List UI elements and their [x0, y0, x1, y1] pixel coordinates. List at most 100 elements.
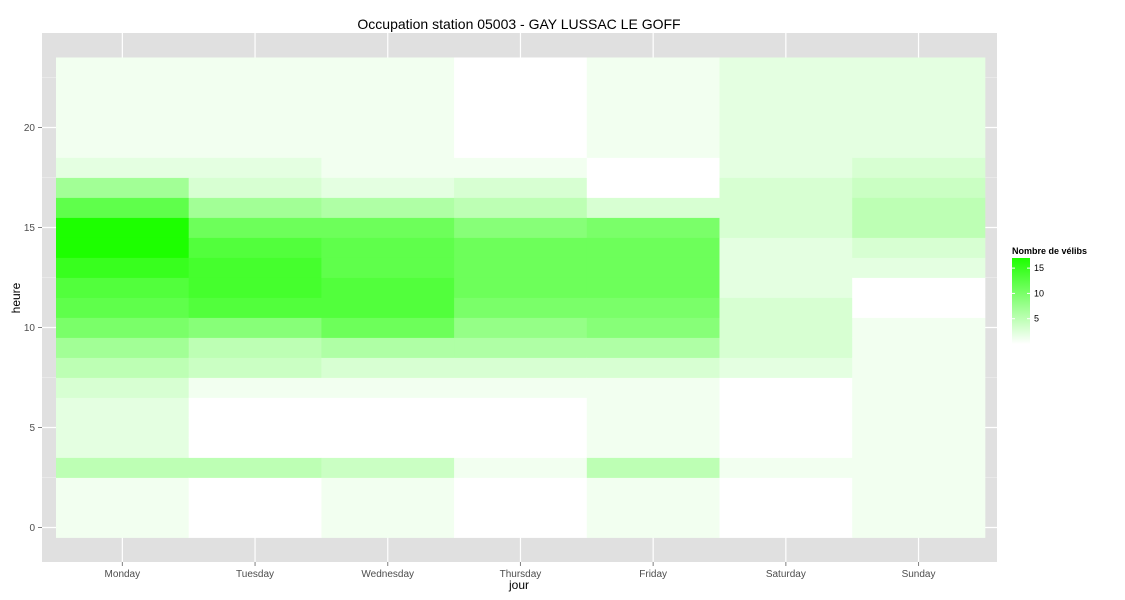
- heatmap-tile: [586, 237, 720, 258]
- heatmap-tile: [321, 137, 455, 158]
- heatmap-tile: [321, 337, 455, 358]
- heatmap-tile: [321, 217, 455, 238]
- heatmap-tile: [852, 157, 986, 178]
- heatmap-tile: [852, 417, 986, 438]
- heatmap-tile: [188, 257, 322, 278]
- heatmap-tile: [454, 137, 588, 158]
- heatmap-tile: [852, 137, 986, 158]
- heatmap-tile: [321, 437, 455, 458]
- heatmap-tile: [586, 357, 720, 378]
- heatmap-tile: [188, 297, 322, 318]
- heatmap-tile: [719, 397, 853, 418]
- heatmap-tile: [56, 237, 190, 258]
- heatmap-tile: [719, 337, 853, 358]
- heatmap-tile: [56, 137, 190, 158]
- heatmap-tile: [719, 97, 853, 118]
- heatmap-tile: [454, 157, 588, 178]
- y-tick-label: 20: [24, 123, 36, 134]
- heatmap-tile: [188, 457, 322, 478]
- heatmap-tile: [454, 277, 588, 298]
- heatmap-tile: [56, 117, 190, 138]
- legend: Nombre de vélibs 5 10 15: [1012, 246, 1087, 344]
- heatmap-tile: [586, 197, 720, 218]
- heatmap-tile: [56, 77, 190, 98]
- heatmap-tile: [56, 397, 190, 418]
- heatmap-tile: [188, 117, 322, 138]
- heatmap-tile: [852, 317, 986, 338]
- heatmap-tile: [454, 357, 588, 378]
- heatmap-tile: [719, 237, 853, 258]
- heatmap-tile: [719, 477, 853, 498]
- heatmap-tile: [56, 257, 190, 278]
- heatmap-tile: [56, 197, 190, 218]
- heatmap-tile: [56, 317, 190, 338]
- legend-colorbar: [1012, 258, 1030, 344]
- heatmap-tile: [56, 377, 190, 398]
- heatmap-tile: [56, 217, 190, 238]
- heatmap-tile: [188, 237, 322, 258]
- heatmap-tile: [56, 57, 190, 78]
- heatmap-tile: [454, 497, 588, 518]
- x-tick-label: Friday: [639, 569, 667, 580]
- heatmap-tile: [852, 457, 986, 478]
- heatmap-tile: [586, 417, 720, 438]
- legend-ticks: 5 10 15: [1012, 263, 1044, 324]
- heatmap-tile: [188, 177, 322, 198]
- heatmap-tile: [719, 497, 853, 518]
- heatmap-tile: [321, 77, 455, 98]
- heatmap-tile: [188, 77, 322, 98]
- heatmap-tile: [719, 437, 853, 458]
- heatmap-tiles: [56, 57, 986, 538]
- heatmap-tile: [188, 437, 322, 458]
- heatmap-tile: [719, 197, 853, 218]
- heatmap-tile: [454, 437, 588, 458]
- heatmap-tile: [321, 357, 455, 378]
- heatmap-tile: [454, 257, 588, 278]
- heatmap-tile: [852, 377, 986, 398]
- x-tick-label: Thursday: [500, 569, 542, 580]
- heatmap-tile: [56, 417, 190, 438]
- heatmap-tile: [719, 157, 853, 178]
- heatmap-tile: [852, 497, 986, 518]
- heatmap-tile: [852, 237, 986, 258]
- heatmap-tile: [321, 157, 455, 178]
- heatmap-tile: [852, 297, 986, 318]
- heatmap-tile: [188, 277, 322, 298]
- heatmap-tile: [852, 517, 986, 538]
- heatmap-tile: [719, 77, 853, 98]
- heatmap-tile: [321, 397, 455, 418]
- heatmap-tile: [719, 377, 853, 398]
- heatmap-tile: [56, 177, 190, 198]
- heatmap-tile: [586, 157, 720, 178]
- heatmap-tile: [454, 217, 588, 238]
- heatmap-tile: [56, 357, 190, 378]
- heatmap-tile: [852, 177, 986, 198]
- heatmap-tile: [188, 377, 322, 398]
- heatmap-tile: [454, 237, 588, 258]
- heatmap-tile: [586, 397, 720, 418]
- heatmap-tile: [454, 197, 588, 218]
- x-tick-label: Saturday: [766, 569, 806, 580]
- heatmap-tile: [852, 57, 986, 78]
- legend-tick-label: 15: [1034, 263, 1044, 273]
- heatmap-tile: [454, 477, 588, 498]
- heatmap-tile: [321, 177, 455, 198]
- heatmap-tile: [586, 297, 720, 318]
- heatmap-tile: [56, 297, 190, 318]
- heatmap-tile: [852, 197, 986, 218]
- heatmap-tile: [719, 277, 853, 298]
- heatmap-tile: [188, 357, 322, 378]
- heatmap-tile: [586, 77, 720, 98]
- heatmap-tile: [852, 277, 986, 298]
- heatmap-tile: [719, 117, 853, 138]
- heatmap-tile: [586, 437, 720, 458]
- heatmap-tile: [852, 477, 986, 498]
- x-tick-label: Wednesday: [361, 569, 414, 580]
- heatmap-tile: [454, 97, 588, 118]
- heatmap-tile: [321, 237, 455, 258]
- heatmap-tile: [454, 397, 588, 418]
- heatmap-tile: [852, 117, 986, 138]
- heatmap-tile: [719, 517, 853, 538]
- x-tick-label: Sunday: [902, 569, 936, 580]
